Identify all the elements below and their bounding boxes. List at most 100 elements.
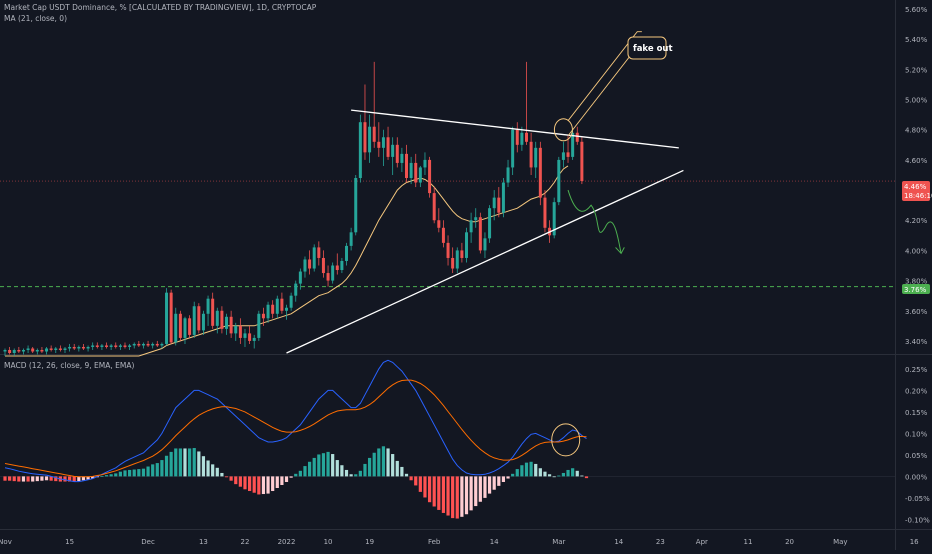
- macd-histogram-bar[interactable]: [271, 476, 275, 492]
- candle-body[interactable]: [49, 348, 53, 350]
- macd-histogram-bar[interactable]: [349, 474, 353, 477]
- candle-body[interactable]: [178, 313, 182, 338]
- candle-body[interactable]: [26, 348, 30, 350]
- candle-body[interactable]: [386, 137, 390, 157]
- candle-body[interactable]: [418, 167, 422, 183]
- candle-body[interactable]: [335, 265, 339, 271]
- macd-histogram-bar[interactable]: [220, 472, 224, 477]
- candle-body[interactable]: [506, 167, 510, 183]
- macd-histogram-bar[interactable]: [497, 476, 501, 486]
- candle-body[interactable]: [529, 141, 533, 168]
- candle-body[interactable]: [345, 245, 349, 261]
- candle-body[interactable]: [238, 325, 242, 338]
- candle-body[interactable]: [534, 147, 538, 168]
- macd-histogram-bar[interactable]: [26, 476, 30, 482]
- macd-histogram-bar[interactable]: [520, 465, 524, 477]
- macd-histogram-bar[interactable]: [243, 476, 247, 490]
- candle-body[interactable]: [45, 348, 49, 352]
- macd-histogram-bar[interactable]: [432, 476, 436, 507]
- candle-body[interactable]: [137, 343, 141, 346]
- candle-body[interactable]: [225, 316, 229, 329]
- macd-histogram-bar[interactable]: [284, 476, 289, 482]
- candle-body[interactable]: [363, 122, 367, 153]
- candle-body[interactable]: [501, 182, 505, 213]
- macd-histogram-bar[interactable]: [524, 462, 529, 477]
- candle-body[interactable]: [31, 348, 35, 352]
- candle-body[interactable]: [252, 337, 256, 341]
- macd-histogram-bar[interactable]: [114, 473, 118, 477]
- macd-histogram-bar[interactable]: [197, 451, 201, 477]
- candle-body[interactable]: [409, 162, 413, 179]
- macd-histogram-bar[interactable]: [511, 473, 515, 477]
- macd-histogram-bar[interactable]: [552, 476, 556, 478]
- candle-body[interactable]: [571, 132, 575, 157]
- candle-body[interactable]: [206, 298, 210, 314]
- candle-body[interactable]: [446, 242, 450, 258]
- candle-body[interactable]: [538, 147, 542, 198]
- macd-histogram-bar[interactable]: [487, 476, 492, 494]
- macd-histogram-bar[interactable]: [224, 476, 229, 478]
- candle-body[interactable]: [395, 144, 399, 163]
- candle-body[interactable]: [308, 259, 312, 269]
- macd-histogram-bar[interactable]: [331, 454, 335, 477]
- candle-body[interactable]: [340, 260, 344, 271]
- candle-body[interactable]: [381, 137, 385, 148]
- macd-histogram-bar[interactable]: [404, 473, 409, 477]
- macd-histogram-bar[interactable]: [100, 475, 104, 477]
- candle-body[interactable]: [146, 343, 150, 346]
- candle-body[interactable]: [460, 250, 464, 258]
- macd-histogram-bar[interactable]: [141, 468, 146, 477]
- macd-histogram-bar[interactable]: [575, 470, 579, 477]
- candle-body[interactable]: [478, 217, 482, 251]
- candle-body[interactable]: [109, 345, 113, 347]
- candle-body[interactable]: [524, 132, 528, 142]
- macd-histogram-bar[interactable]: [363, 463, 367, 477]
- candle-body[interactable]: [561, 152, 565, 160]
- chart-title[interactable]: Market Cap USDT Dominance, % [CALCULATED…: [4, 3, 317, 12]
- candle-body[interactable]: [261, 313, 265, 319]
- candle-body[interactable]: [437, 220, 441, 228]
- support-trendline[interactable]: [286, 169, 684, 354]
- candle-body[interactable]: [68, 346, 72, 349]
- candle-body[interactable]: [128, 345, 132, 347]
- candle-body[interactable]: [557, 159, 561, 203]
- macd-histogram-bar[interactable]: [160, 460, 164, 477]
- candle-body[interactable]: [81, 346, 85, 349]
- macd-histogram-bar[interactable]: [506, 476, 510, 479]
- candle-body[interactable]: [266, 304, 270, 319]
- candle-body[interactable]: [391, 144, 395, 157]
- candle-body[interactable]: [105, 345, 109, 347]
- candle-body[interactable]: [95, 345, 99, 347]
- macd-histogram-bar[interactable]: [441, 476, 446, 513]
- macd-histogram-bar[interactable]: [54, 476, 58, 482]
- macd-histogram-bar[interactable]: [229, 476, 233, 481]
- candle-body[interactable]: [372, 126, 376, 142]
- candle-body[interactable]: [455, 250, 459, 269]
- macd-histogram-bar[interactable]: [238, 476, 242, 487]
- macd-histogram-bar[interactable]: [275, 476, 279, 489]
- macd-histogram-bar[interactable]: [437, 476, 441, 510]
- macd-histogram-bar[interactable]: [367, 457, 372, 477]
- macd-histogram-bar[interactable]: [414, 476, 418, 486]
- macd-histogram-bar[interactable]: [354, 474, 358, 477]
- candle-body[interactable]: [8, 349, 12, 353]
- candle-body[interactable]: [575, 132, 579, 142]
- fake-out-callout-box[interactable]: [627, 36, 667, 60]
- macd-histogram-bar[interactable]: [344, 469, 349, 477]
- macd-histogram-bar[interactable]: [395, 460, 399, 477]
- macd-cross-circle[interactable]: [551, 423, 581, 457]
- macd-histogram-bar[interactable]: [469, 476, 473, 511]
- candle-body[interactable]: [3, 349, 7, 352]
- candle-body[interactable]: [414, 162, 418, 183]
- macd-indicator-label[interactable]: MACD (12, 26, close, 9, EMA, EMA): [4, 361, 135, 370]
- candle-body[interactable]: [114, 345, 118, 347]
- macd-histogram-bar[interactable]: [400, 466, 404, 477]
- macd-histogram-bar[interactable]: [257, 476, 261, 495]
- macd-histogram-bar[interactable]: [571, 468, 575, 477]
- macd-histogram-bar[interactable]: [146, 466, 150, 477]
- candle-body[interactable]: [488, 208, 492, 239]
- macd-histogram-bar[interactable]: [104, 475, 109, 477]
- candle-body[interactable]: [169, 292, 173, 343]
- candle-body[interactable]: [174, 313, 178, 343]
- macd-histogram-bar[interactable]: [49, 476, 53, 481]
